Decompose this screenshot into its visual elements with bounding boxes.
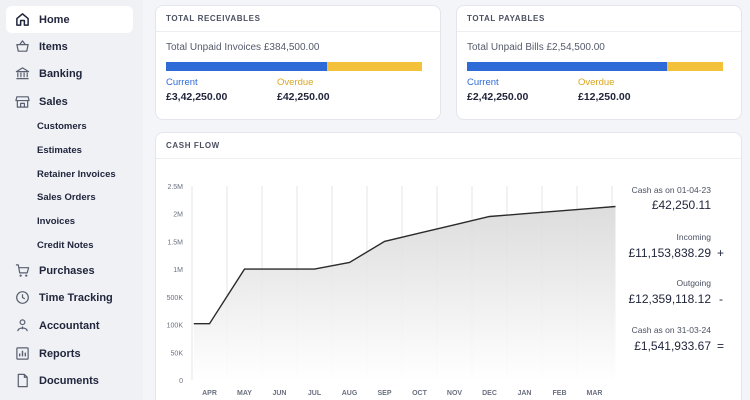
receivables-summary: Total Unpaid Invoices £384,500.00 xyxy=(166,42,320,53)
incoming-sign: + xyxy=(716,246,724,260)
cart-icon xyxy=(14,263,30,279)
sidebar-item-label: Reports xyxy=(39,347,81,360)
x-tick-label: SEP xyxy=(377,390,391,397)
x-tick-label: MAY xyxy=(237,390,252,397)
x-tick-label: JUL xyxy=(308,390,322,397)
receivables-overdue-amount: £42,250.00 xyxy=(277,91,330,103)
sidebar-item-label: Time Tracking xyxy=(39,291,113,304)
x-tick-label: APR xyxy=(202,390,217,397)
outgoing-label: Outgoing xyxy=(676,278,712,288)
x-tick-label: JAN xyxy=(517,390,531,397)
payables-title: TOTAL PAYABLES xyxy=(457,6,741,32)
cash-flow-area xyxy=(193,206,616,380)
sidebar-item-label: Accountant xyxy=(39,319,100,332)
payables-current-label: Current xyxy=(467,77,499,88)
sidebar-subitem-sales-orders[interactable]: Sales Orders xyxy=(37,192,96,203)
sidebar-item-documents[interactable]: Documents xyxy=(6,367,133,394)
cash-start-label: Cash as on 01-04-23 xyxy=(631,185,711,195)
sidebar-item-purchases[interactable]: Purchases xyxy=(6,257,133,284)
payables-bar-current xyxy=(467,62,667,71)
store-icon xyxy=(14,94,30,110)
bank-icon xyxy=(14,66,30,82)
x-tick-label: OCT xyxy=(412,390,428,397)
payables-overdue-label: Overdue xyxy=(578,77,615,88)
x-tick-label: AUG xyxy=(342,390,358,397)
x-tick-label: NOV xyxy=(447,390,463,397)
outgoing-sign: - xyxy=(719,292,723,306)
home-icon xyxy=(14,12,30,28)
sidebar-subitem-customers[interactable]: Customers xyxy=(37,121,87,132)
sidebar-subitem-retainer-invoices[interactable]: Retainer Invoices xyxy=(37,169,116,180)
receivables-title: TOTAL RECEIVABLES xyxy=(156,6,440,32)
accountant-icon xyxy=(14,318,30,334)
cash-start-value: £42,250.11 xyxy=(651,198,711,212)
x-tick-label: FEB xyxy=(553,390,567,397)
sidebar-subitem-credit-notes[interactable]: Credit Notes xyxy=(37,240,94,251)
receivables-current-label: Current xyxy=(166,77,198,88)
cash-end-sign: = xyxy=(716,339,724,353)
clock-icon xyxy=(14,290,30,306)
payables-bar xyxy=(467,62,723,71)
cash-flow-line xyxy=(193,205,616,325)
payables-card: TOTAL PAYABLES Total Unpaid Bills £2,54,… xyxy=(456,5,742,120)
outgoing-value: £12,359,118.12 xyxy=(628,292,711,306)
y-tick-label: 2.5M xyxy=(167,184,183,191)
y-tick-label: 100K xyxy=(167,323,184,330)
receivables-bar xyxy=(166,62,422,71)
sidebar-item-label: Purchases xyxy=(39,264,95,277)
sidebar-item-items[interactable]: Items xyxy=(6,33,133,60)
sidebar-item-label: Sales xyxy=(39,95,68,108)
y-tick-label: 1.5M xyxy=(167,239,183,246)
receivables-current-amount: £3,42,250.00 xyxy=(166,91,228,103)
receivables-overdue-label: Overdue xyxy=(277,77,314,88)
sidebar-subitem-estimates[interactable]: Estimates xyxy=(37,145,82,156)
sidebar-item-banking[interactable]: Banking xyxy=(6,60,133,87)
x-tick-label: JUN xyxy=(272,390,286,397)
y-tick-label: 0 xyxy=(179,378,183,385)
cash-flow-card: CASH FLOW 0 50K 100K 500K 1M 1.5M 2M 2.5M APR MAY… xyxy=(155,132,742,400)
sidebar-item-time-tracking[interactable]: Time Tracking xyxy=(6,284,133,311)
payables-overdue-amount: £12,250.00 xyxy=(578,91,631,103)
sidebar-item-accountant[interactable]: Accountant xyxy=(6,312,133,339)
sidebar-subitem-invoices[interactable]: Invoices xyxy=(37,216,76,227)
y-tick-label: 50K xyxy=(171,350,184,357)
cash-flow-title: CASH FLOW xyxy=(156,133,741,159)
receivables-card: TOTAL RECEIVABLES Total Unpaid Invoices … xyxy=(155,5,441,120)
receivables-bar-current xyxy=(166,62,328,71)
sidebar-item-label: Home xyxy=(39,13,70,26)
y-tick-label: 500K xyxy=(167,295,184,302)
incoming-value: £11,153,838.29 xyxy=(628,246,711,260)
sidebar-item-label: Documents xyxy=(39,374,99,387)
payables-bar-overdue xyxy=(666,62,723,71)
receivables-bar-overdue xyxy=(327,62,422,71)
sidebar-item-sales[interactable]: Sales xyxy=(6,88,133,115)
y-tick-label: 2M xyxy=(173,212,183,219)
payables-summary: Total Unpaid Bills £2,54,500.00 xyxy=(467,42,605,53)
cash-end-label: Cash as on 31-03-24 xyxy=(631,325,711,335)
reports-icon xyxy=(14,346,30,362)
x-tick-label: MAR xyxy=(587,390,603,397)
sidebar-item-label: Banking xyxy=(39,67,83,80)
y-tick-label: 1M xyxy=(173,267,183,274)
sidebar-item-home[interactable]: Home xyxy=(6,6,133,33)
sidebar-item-reports[interactable]: Reports xyxy=(6,340,133,367)
document-icon xyxy=(14,373,30,389)
cash-end-value: £1,541,933.67 xyxy=(634,339,711,353)
basket-icon xyxy=(14,39,30,55)
cash-flow-chart: 0 50K 100K 500K 1M 1.5M 2M 2.5M APR MAY JUN JUL AUG S… xyxy=(167,184,616,397)
x-tick-label: DEC xyxy=(482,390,497,397)
payables-current-amount: £2,42,250.00 xyxy=(467,91,529,103)
sidebar-item-label: Items xyxy=(39,40,68,53)
sidebar: Home Items Banking Sales Customers Estim… xyxy=(0,0,143,400)
incoming-label: Incoming xyxy=(676,232,712,242)
